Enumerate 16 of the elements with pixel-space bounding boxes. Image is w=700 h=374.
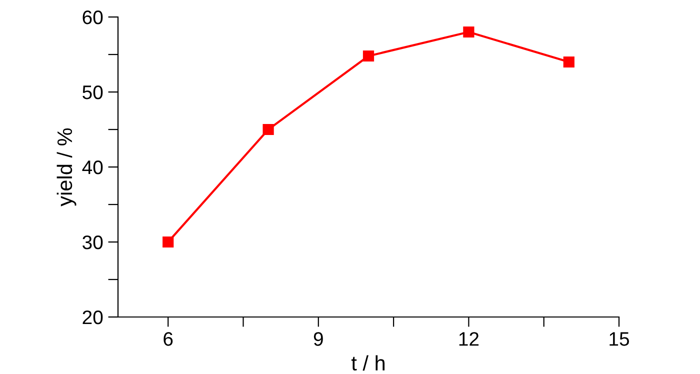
point: [262, 124, 274, 136]
x-tick-label: 6: [164, 332, 173, 346]
point: [162, 236, 174, 248]
x-axis-title: t / h: [351, 355, 385, 371]
x-tick-label: 12: [459, 332, 479, 346]
point: [362, 50, 374, 62]
x-tick-label: 9: [314, 332, 323, 346]
x-tick-label: 15: [610, 332, 629, 346]
y-tick-label: 20: [82, 310, 103, 324]
y-tick-label: 60: [82, 10, 103, 24]
point: [563, 56, 574, 68]
y-tick-label: 40: [82, 160, 103, 174]
y-tick-label: 30: [82, 235, 103, 250]
y-axis-title: yield / %: [56, 128, 76, 206]
point: [463, 26, 474, 38]
y-tick-label: 50: [82, 85, 103, 100]
